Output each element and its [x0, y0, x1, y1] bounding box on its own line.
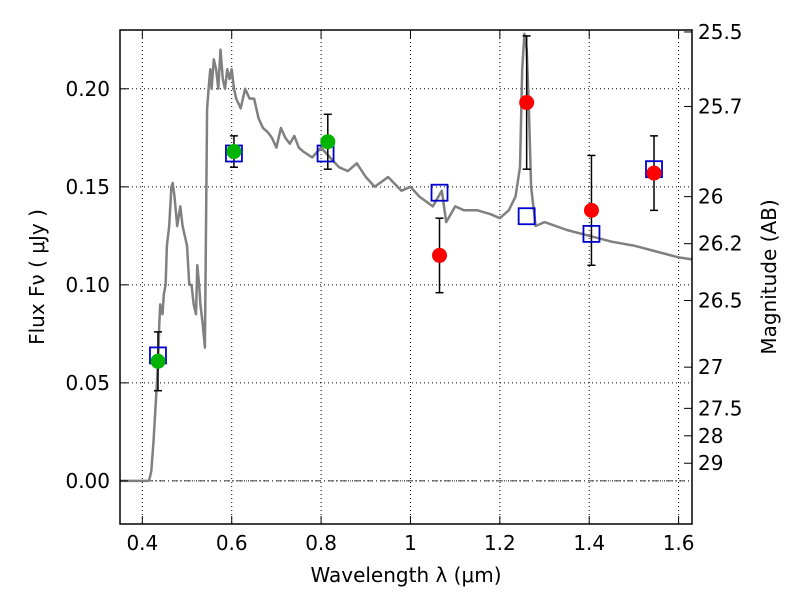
model-spectrum-layer [120, 32, 693, 483]
mag-tick-label: 28 [698, 424, 723, 448]
ticks-layer [120, 30, 692, 524]
x-tick-label: 1 [404, 531, 417, 555]
model-flux-square [517, 207, 536, 226]
errorbar-layer [153, 35, 659, 392]
x-tick-label: 1.6 [663, 531, 695, 555]
observed-flux-point [150, 353, 166, 369]
mag-tick-label: 26 [698, 185, 723, 209]
x-tick-label: 0.4 [126, 531, 158, 555]
mag-tick-label: 29 [698, 451, 723, 475]
y-tick-label: 0.00 [65, 469, 110, 493]
observed-flux-point [646, 165, 662, 181]
model-flux-square [430, 183, 449, 202]
mag-tick-label: 26.2 [698, 232, 743, 256]
y-tick-label: 0.20 [65, 77, 110, 101]
tick-labels-layer: 0.4 0.6 0.8 1 1.2 1.4 1.6 0.00 0.05 0.10 0.15 0.20 2… [65, 20, 742, 555]
y-tick-label: 0.15 [65, 175, 110, 199]
mag-tick-label: 26.5 [698, 289, 743, 313]
model-flux-square [582, 224, 601, 243]
x-tick-label: 1.2 [484, 531, 516, 555]
plot-frame [119, 29, 693, 525]
x-axis-title: Wavelength λ (μm) [310, 563, 501, 587]
x-tick-label: 1.4 [573, 531, 605, 555]
observed-flux-point [226, 144, 242, 160]
mag-tick-label: 25.5 [698, 20, 743, 44]
model-spectrum-line [120, 32, 693, 483]
marker-layer [149, 95, 663, 369]
y-tick-label: 0.10 [65, 273, 110, 297]
mag-tick-label: 27 [698, 355, 723, 379]
grid-layer [120, 30, 692, 524]
y-tick-label: 0.05 [65, 371, 110, 395]
y2-axis-title: Magnitude (AB) [757, 199, 781, 354]
observed-flux-point [320, 134, 336, 150]
mag-tick-label: 25.7 [698, 94, 743, 118]
observed-flux-point [432, 247, 448, 263]
observed-flux-point [583, 202, 599, 218]
x-tick-label: 0.6 [216, 531, 248, 555]
y-axis-title: Flux Fν ( μJy ) [25, 209, 49, 345]
observed-flux-point [519, 95, 535, 111]
mag-tick-label: 27.5 [698, 396, 743, 420]
x-tick-label: 0.8 [305, 531, 337, 555]
